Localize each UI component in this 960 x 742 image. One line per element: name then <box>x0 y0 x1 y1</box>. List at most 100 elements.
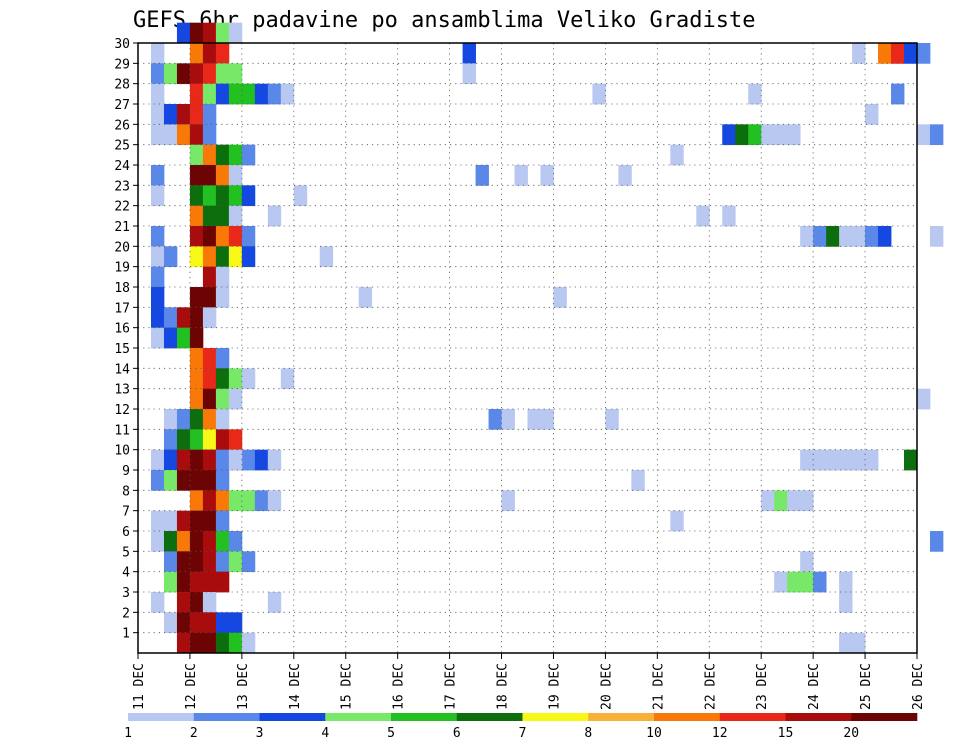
heatmap-cell <box>150 266 165 288</box>
x-tick-label: 22 DEC <box>703 663 718 710</box>
y-tick-label: 3 <box>122 586 130 601</box>
heatmap-cell <box>553 287 567 308</box>
heatmap-cell <box>189 144 204 166</box>
heatmap-cell <box>852 226 866 247</box>
heatmap-cell <box>228 429 243 451</box>
heatmap-cell <box>189 592 204 613</box>
heatmap-cell <box>176 409 191 430</box>
heatmap-cell <box>839 592 853 613</box>
heatmap-cell <box>228 22 243 44</box>
heatmap-cell <box>189 632 204 654</box>
heatmap-cell <box>267 449 282 471</box>
y-tick-label: 9 <box>122 464 130 479</box>
heatmap-cell <box>150 592 165 613</box>
heatmap-cell <box>176 22 191 44</box>
heatmap-cell <box>163 307 178 329</box>
heatmap-cell <box>202 470 217 491</box>
heatmap-cell <box>163 612 178 634</box>
heatmap-cell <box>150 449 165 471</box>
colorbar-label: 10 <box>646 726 662 741</box>
heatmap-cell <box>202 592 217 613</box>
colorbar-swatch <box>654 713 721 721</box>
heatmap-cell <box>202 43 217 64</box>
heatmap-cell <box>891 43 905 64</box>
heatmap-cell <box>150 124 165 146</box>
heatmap-cell <box>176 632 191 654</box>
heatmap-cell <box>215 83 230 105</box>
heatmap-cell <box>150 246 165 268</box>
heatmap-cell <box>215 144 230 166</box>
heatmap-cell <box>462 63 476 85</box>
heatmap-cell <box>215 226 230 247</box>
heatmap-cell <box>202 510 217 532</box>
heatmap-cell <box>189 388 204 410</box>
heatmap-cell <box>670 144 684 166</box>
heatmap-cell <box>462 43 476 64</box>
x-tick-label: 17 DEC <box>444 663 459 710</box>
heatmap-cell <box>228 368 243 390</box>
heatmap-cell <box>150 510 165 532</box>
y-tick-label: 6 <box>122 525 130 540</box>
colorbar-label: 6 <box>453 726 461 741</box>
heatmap-cell <box>929 531 944 552</box>
heatmap-cell <box>215 429 230 451</box>
heatmap-cell <box>189 510 204 532</box>
heatmap-cell <box>189 531 204 552</box>
heatmap-cell <box>202 449 217 471</box>
colorbar-legend: 1 2 3 4 5 6 7 8 10 12 15 20 <box>124 713 918 741</box>
heatmap-cell <box>228 144 243 166</box>
y-tick-label: 12 <box>114 403 130 418</box>
heatmap-cell <box>150 104 165 125</box>
x-tick-label: 16 DEC <box>392 663 407 710</box>
heatmap-cell <box>176 449 191 471</box>
heatmap-cell <box>917 388 931 410</box>
y-tick-label: 8 <box>122 484 130 499</box>
heatmap-cell <box>929 124 944 146</box>
heatmap-cell <box>826 449 840 471</box>
colorbar-label: 2 <box>190 726 198 741</box>
heatmap-cell <box>514 165 528 186</box>
heatmap-cell <box>215 409 230 430</box>
heatmap-cell <box>241 632 256 654</box>
x-tick-label: 11 DEC <box>132 663 147 710</box>
heatmap-cell <box>215 632 230 654</box>
heatmap-cell <box>176 551 191 573</box>
heatmap-cell <box>176 63 191 85</box>
heatmap-cell <box>176 104 191 125</box>
heatmap-cell <box>228 205 243 227</box>
heatmap-cell <box>150 43 165 64</box>
heatmap-cell <box>241 449 256 471</box>
heatmap-cell <box>176 470 191 491</box>
y-tick-label: 30 <box>114 37 130 52</box>
heatmap-cell <box>254 490 269 512</box>
heatmap-cell <box>865 449 879 471</box>
heatmap-cell <box>787 124 801 146</box>
heatmap-cell <box>215 185 230 207</box>
y-tick-label: 7 <box>122 505 130 520</box>
heatmap-cell <box>852 449 866 471</box>
heatmap-cell <box>202 409 217 430</box>
heatmap-cell <box>202 612 217 634</box>
heatmap-cell <box>813 571 827 593</box>
heatmap-cell <box>241 226 256 247</box>
heatmap-cell <box>228 83 243 105</box>
heatmap-cell <box>722 124 736 146</box>
y-tick-label: 5 <box>122 545 130 560</box>
heatmap-cell <box>241 490 256 512</box>
heatmap-cell <box>267 83 282 105</box>
y-tick-label: 20 <box>114 240 130 255</box>
heatmap-cell <box>904 43 918 64</box>
heatmap-cell <box>150 287 165 308</box>
y-tick-label: 23 <box>114 179 130 194</box>
x-tick-label: 13 DEC <box>236 663 251 710</box>
heatmap-cell <box>618 165 632 186</box>
heatmap-cell <box>189 226 204 247</box>
heatmap-cell <box>267 205 282 227</box>
heatmap-cell <box>202 307 217 329</box>
heatmap-cell <box>202 348 217 369</box>
heatmap-cell <box>215 510 230 532</box>
heatmap-cell <box>215 22 230 44</box>
colorbar-swatch <box>193 713 260 721</box>
heatmap-cell <box>189 348 204 369</box>
